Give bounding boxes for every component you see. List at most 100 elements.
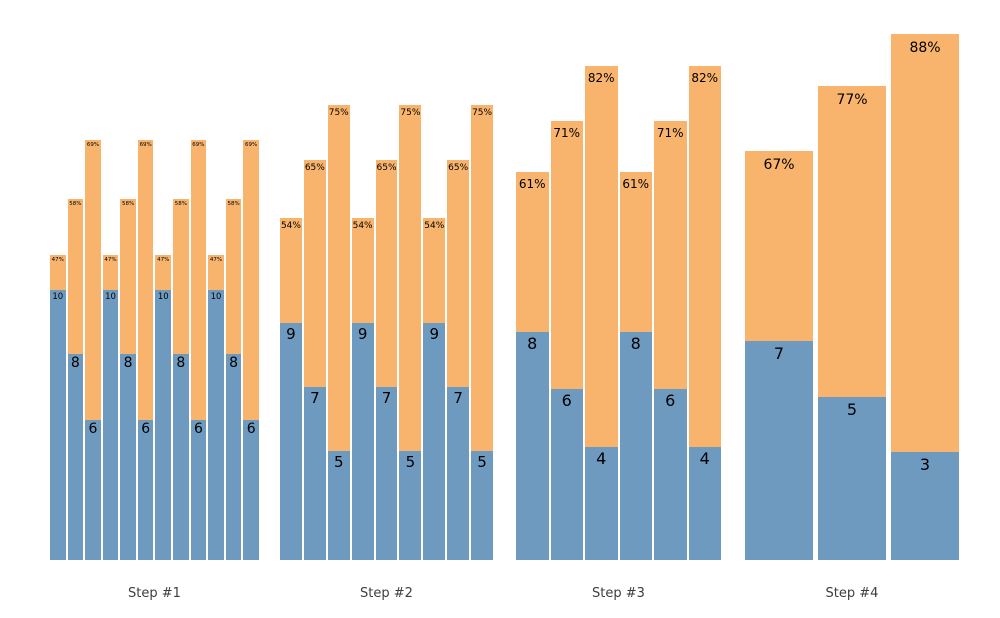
percentage-label: 65% xyxy=(448,163,469,173)
blue-segment: 7 xyxy=(303,387,326,560)
percentage-label: 65% xyxy=(304,163,325,173)
blue-segment: 9 xyxy=(351,323,374,560)
stacked-bar: 47% 10 xyxy=(50,255,66,560)
blue-segment: 4 xyxy=(688,447,721,560)
value-label: 6 xyxy=(88,421,98,437)
blue-segment: 8 xyxy=(173,354,189,560)
value-label: 6 xyxy=(193,421,203,437)
percentage-label: 58% xyxy=(174,201,187,207)
stacked-bar: 77% 5 xyxy=(818,86,886,560)
value-label: 7 xyxy=(773,344,785,363)
stacked-bar: 67% 7 xyxy=(745,151,813,560)
bar-group-step-3: 61% 8 71% 6 82% 4 61% 8 71% 6 82% 4 xyxy=(516,0,721,560)
blue-segment: 8 xyxy=(67,354,84,560)
stacked-bar: 65% 7 xyxy=(303,160,326,560)
percentage-label: 69% xyxy=(245,142,258,148)
value-label: 9 xyxy=(357,325,368,343)
value-label: 4 xyxy=(596,449,607,468)
blue-segment: 8 xyxy=(225,354,242,560)
percentage-label: 61% xyxy=(622,177,650,191)
stacked-bar: 69% 6 xyxy=(190,140,207,560)
stacked-bar: 82% 4 xyxy=(688,66,721,560)
stacked-bar: 58% 8 xyxy=(225,199,242,560)
value-label: 8 xyxy=(630,334,641,353)
value-label: 7 xyxy=(381,389,392,407)
value-label: 7 xyxy=(453,389,463,407)
percentage-label: 82% xyxy=(587,71,615,85)
blue-segment: 10 xyxy=(155,290,172,560)
percentage-label: 54% xyxy=(352,221,373,231)
blue-segment: 8 xyxy=(120,354,136,560)
value-label: 6 xyxy=(665,391,676,410)
percentage-label: 58% xyxy=(121,201,135,207)
value-label: 8 xyxy=(70,355,80,371)
percentage-label: 47% xyxy=(157,257,170,263)
value-label: 9 xyxy=(429,325,440,343)
percentage-label: 58% xyxy=(69,201,82,207)
stacked-bar: 58% 8 xyxy=(67,199,84,560)
blue-segment: 10 xyxy=(50,290,66,560)
blue-segment: 10 xyxy=(102,290,119,560)
stacked-bar: 75% 5 xyxy=(471,105,494,560)
value-label: 5 xyxy=(846,400,858,419)
blue-segment: 5 xyxy=(399,451,422,560)
blue-segment: 10 xyxy=(208,290,224,560)
step-label: Step #4 xyxy=(825,586,879,601)
stacked-bar: 65% 7 xyxy=(447,160,470,560)
value-label: 10 xyxy=(52,292,64,302)
stacked-bar: 65% 7 xyxy=(375,160,398,560)
stacked-bar: 82% 4 xyxy=(585,66,618,560)
percentage-label: 58% xyxy=(227,201,240,207)
blue-segment: 6 xyxy=(550,389,583,560)
blue-segment: 5 xyxy=(471,451,494,560)
bar-group-step-4: 67% 7 77% 5 88% 3 xyxy=(745,0,959,560)
stacked-bar: 58% 8 xyxy=(120,199,136,560)
value-label: 10 xyxy=(157,292,169,302)
blue-segment: 7 xyxy=(447,387,470,560)
percentage-label: 61% xyxy=(518,177,546,191)
percentage-label: 82% xyxy=(691,71,719,85)
value-label: 8 xyxy=(527,334,538,353)
value-label: 10 xyxy=(105,292,116,302)
blue-segment: 9 xyxy=(280,323,302,560)
stacked-bar: 61% 8 xyxy=(619,172,652,560)
value-label: 7 xyxy=(310,389,320,407)
percentage-label: 71% xyxy=(656,126,684,140)
blue-segment: 5 xyxy=(818,397,886,560)
value-label: 6 xyxy=(246,421,256,437)
percentage-label: 69% xyxy=(139,142,152,148)
blue-segment: 7 xyxy=(745,341,813,560)
stacked-bar: 71% 6 xyxy=(550,121,583,560)
percentage-label: 75% xyxy=(328,108,349,118)
value-label: 8 xyxy=(176,355,186,371)
stacked-bar: 75% 5 xyxy=(399,105,422,560)
stacked-bar: 47% 10 xyxy=(102,255,119,560)
percentage-label: 54% xyxy=(424,221,445,231)
stacked-bar: 54% 9 xyxy=(280,218,302,560)
value-label: 6 xyxy=(141,421,151,437)
blue-segment: 3 xyxy=(891,452,959,560)
percentage-label: 75% xyxy=(400,108,421,118)
blue-segment: 8 xyxy=(516,332,549,560)
step-label: Step #3 xyxy=(592,586,645,601)
stacked-bar: 54% 9 xyxy=(351,218,374,560)
stacked-bar: 61% 8 xyxy=(516,172,549,560)
blue-segment: 9 xyxy=(423,323,446,560)
stacked-bar: 75% 5 xyxy=(327,105,350,560)
percentage-label: 77% xyxy=(836,92,868,108)
blue-segment: 8 xyxy=(619,332,652,560)
stacked-bar: 88% 3 xyxy=(891,34,959,560)
bar-group-step-1: 47% 10 58% 8 69% 6 47% 10 58% 8 69% 6 47% 10 58% 8 69% 6 4… xyxy=(50,0,259,560)
stacked-bar: 58% 8 xyxy=(173,199,189,560)
value-label: 3 xyxy=(919,455,931,474)
value-label: 4 xyxy=(699,449,710,468)
stacked-bar: 69% 6 xyxy=(243,140,259,560)
value-label: 5 xyxy=(477,453,487,471)
value-label: 5 xyxy=(405,453,416,471)
percentage-label: 88% xyxy=(909,40,941,56)
percentage-label: 47% xyxy=(51,257,64,263)
percentage-label: 47% xyxy=(104,257,117,263)
blue-segment: 6 xyxy=(137,420,154,560)
blue-segment: 6 xyxy=(654,389,687,560)
